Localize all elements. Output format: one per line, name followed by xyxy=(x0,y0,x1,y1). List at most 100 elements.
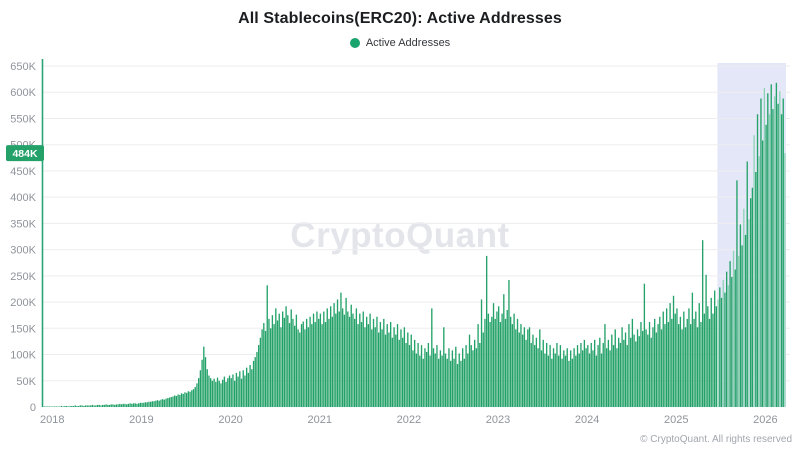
bar[interactable] xyxy=(611,334,613,407)
bar[interactable] xyxy=(654,318,656,407)
bar[interactable] xyxy=(249,365,251,407)
bar[interactable] xyxy=(494,318,496,407)
bar[interactable] xyxy=(67,406,70,407)
bar[interactable] xyxy=(79,405,82,407)
bar[interactable] xyxy=(355,308,358,407)
bar[interactable] xyxy=(330,306,332,407)
bar[interactable] xyxy=(429,355,431,407)
bar[interactable] xyxy=(357,324,359,407)
bar[interactable] xyxy=(422,358,424,407)
bar[interactable] xyxy=(391,337,394,407)
bar[interactable] xyxy=(535,337,538,407)
bar[interactable] xyxy=(146,402,148,407)
bar[interactable] xyxy=(455,346,457,407)
bar[interactable] xyxy=(480,299,483,407)
bar[interactable] xyxy=(138,403,140,407)
bar[interactable] xyxy=(96,404,99,407)
bar[interactable] xyxy=(374,327,376,407)
bar[interactable] xyxy=(686,318,688,407)
bar[interactable] xyxy=(55,406,58,407)
bar[interactable] xyxy=(539,329,541,407)
bar[interactable] xyxy=(283,317,286,407)
bar[interactable] xyxy=(482,332,484,407)
bar[interactable] xyxy=(251,369,253,407)
bar[interactable] xyxy=(669,303,671,407)
bar[interactable] xyxy=(635,341,637,407)
bar[interactable] xyxy=(672,295,675,407)
bar[interactable] xyxy=(299,332,301,407)
bar[interactable] xyxy=(235,372,238,407)
bar[interactable] xyxy=(558,355,560,407)
bar[interactable] xyxy=(585,348,587,407)
bar[interactable] xyxy=(124,403,126,407)
bar[interactable] xyxy=(486,255,488,407)
bar[interactable] xyxy=(102,404,104,407)
bar[interactable] xyxy=(408,345,411,407)
bar[interactable] xyxy=(218,380,220,407)
bar[interactable] xyxy=(578,353,580,407)
bar[interactable] xyxy=(42,406,44,407)
bar[interactable] xyxy=(168,397,171,407)
bar[interactable] xyxy=(415,353,418,407)
bar[interactable] xyxy=(511,324,514,407)
bar[interactable] xyxy=(359,313,361,407)
bar[interactable] xyxy=(491,316,493,407)
bar[interactable] xyxy=(107,404,109,407)
bar[interactable] xyxy=(136,403,138,407)
bar[interactable] xyxy=(162,399,164,407)
bar[interactable] xyxy=(489,322,491,407)
bar[interactable] xyxy=(151,401,154,407)
bar[interactable] xyxy=(156,400,159,407)
bar[interactable] xyxy=(552,348,555,407)
bar[interactable] xyxy=(285,306,287,407)
bar[interactable] xyxy=(715,306,718,407)
bar[interactable] xyxy=(472,350,474,407)
bar[interactable] xyxy=(403,327,406,407)
bar[interactable] xyxy=(719,287,721,407)
bar[interactable] xyxy=(201,359,203,407)
bar[interactable] xyxy=(141,402,143,407)
bar[interactable] xyxy=(264,330,267,407)
bar[interactable] xyxy=(414,339,416,407)
bar[interactable] xyxy=(739,224,742,407)
bar[interactable] xyxy=(501,313,503,407)
bar[interactable] xyxy=(254,357,256,407)
bar[interactable] xyxy=(774,96,776,408)
bar[interactable] xyxy=(71,405,73,407)
bar[interactable] xyxy=(234,380,236,407)
bar[interactable] xyxy=(93,405,95,407)
bar[interactable] xyxy=(266,285,268,407)
bar[interactable] xyxy=(765,124,767,407)
bar[interactable] xyxy=(612,345,615,407)
bar[interactable] xyxy=(393,327,395,407)
bar[interactable] xyxy=(98,404,100,407)
bar[interactable] xyxy=(683,311,685,407)
bar[interactable] xyxy=(371,329,373,407)
bar[interactable] xyxy=(705,274,707,407)
bar[interactable] xyxy=(91,404,94,407)
bar[interactable] xyxy=(180,393,183,407)
bar[interactable] xyxy=(674,313,676,407)
bar[interactable] xyxy=(240,378,243,407)
bar[interactable] xyxy=(402,337,404,407)
bar[interactable] xyxy=(631,318,634,407)
bar[interactable] xyxy=(743,208,745,407)
bar[interactable] xyxy=(530,342,532,407)
bar[interactable] xyxy=(748,219,750,407)
bar[interactable] xyxy=(184,392,186,407)
bar[interactable] xyxy=(443,327,445,407)
bar[interactable] xyxy=(247,372,250,407)
bar[interactable] xyxy=(45,406,47,407)
bar[interactable] xyxy=(292,318,294,407)
bar[interactable] xyxy=(645,329,647,407)
bar[interactable] xyxy=(780,114,783,407)
bar[interactable] xyxy=(186,392,188,407)
bar[interactable] xyxy=(198,378,200,407)
bar[interactable] xyxy=(624,332,627,407)
bar[interactable] xyxy=(657,324,659,407)
bar[interactable] xyxy=(768,114,771,407)
bar[interactable] xyxy=(777,103,779,407)
bar[interactable] xyxy=(767,93,769,407)
bar[interactable] xyxy=(667,322,670,407)
bar[interactable] xyxy=(158,400,160,407)
